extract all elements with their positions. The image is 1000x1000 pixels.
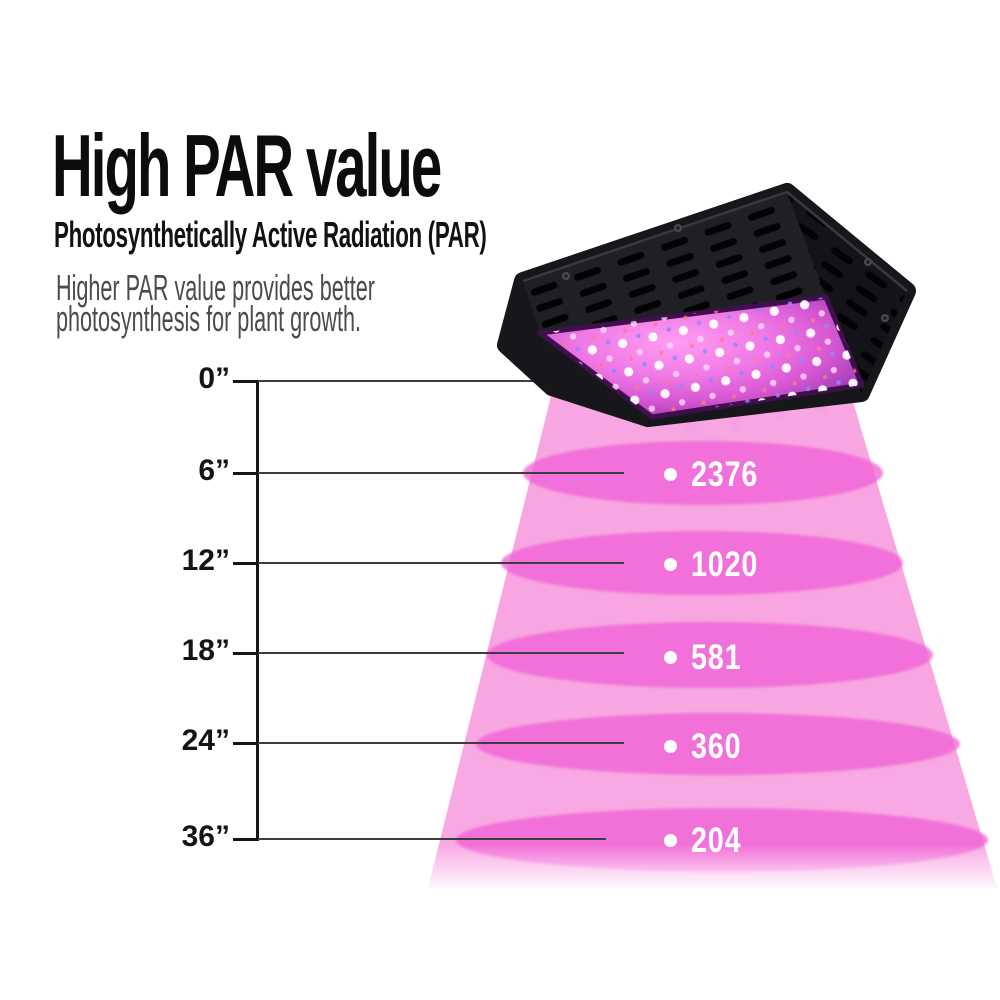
distance-line-12in <box>258 562 624 564</box>
par-footprint-ellipse-36in <box>456 808 988 872</box>
distance-label-24in: 24” <box>181 724 230 757</box>
distance-label-12in: 12” <box>181 544 230 577</box>
par-value: 360 <box>691 726 742 766</box>
tick-mark-6in <box>233 472 258 475</box>
distance-line-6in <box>258 472 624 474</box>
distance-label-18in: 18” <box>181 634 230 667</box>
par-reading-12in: 1020 <box>664 546 773 582</box>
distance-line-18in <box>258 652 624 654</box>
bullet-icon <box>664 650 677 664</box>
screw-icon <box>562 224 889 322</box>
bullet-icon <box>664 833 677 847</box>
par-reading-24in: 360 <box>664 728 752 764</box>
page-title: High PAR value <box>52 116 442 215</box>
par-value: 581 <box>691 637 742 677</box>
par-value: 204 <box>691 820 742 860</box>
description-line-2: photosynthesis for plant growth. <box>56 298 361 339</box>
par-reading-36in: 204 <box>664 822 752 858</box>
bullet-icon <box>664 467 677 481</box>
distance-line-24in <box>258 742 624 744</box>
tick-mark-12in <box>233 562 258 565</box>
par-value: 2376 <box>691 454 759 494</box>
distance-line-36in <box>258 838 606 840</box>
tick-mark-36in <box>233 838 258 841</box>
page-subtitle: Photosynthetically Active Radiation (PAR… <box>54 214 487 255</box>
tick-mark-18in <box>233 652 258 655</box>
distance-label-0in: 0” <box>198 362 230 395</box>
tick-mark-24in <box>233 742 258 745</box>
description-line-1: Higher PAR value provides better <box>56 267 375 308</box>
distance-label-36in: 36” <box>181 820 230 853</box>
grow-light-image <box>497 183 916 436</box>
par-footprint-ellipse-24in <box>476 713 960 775</box>
par-footprint-ellipse-18in <box>487 622 933 688</box>
par-reading-18in: 581 <box>664 639 752 675</box>
bullet-icon <box>664 557 677 571</box>
tick-mark-0in <box>233 380 258 383</box>
par-value: 1020 <box>691 544 759 584</box>
par-reading-6in: 2376 <box>664 456 773 492</box>
distance-label-6in: 6” <box>198 454 230 487</box>
distance-axis <box>256 381 259 841</box>
bullet-icon <box>664 739 677 753</box>
